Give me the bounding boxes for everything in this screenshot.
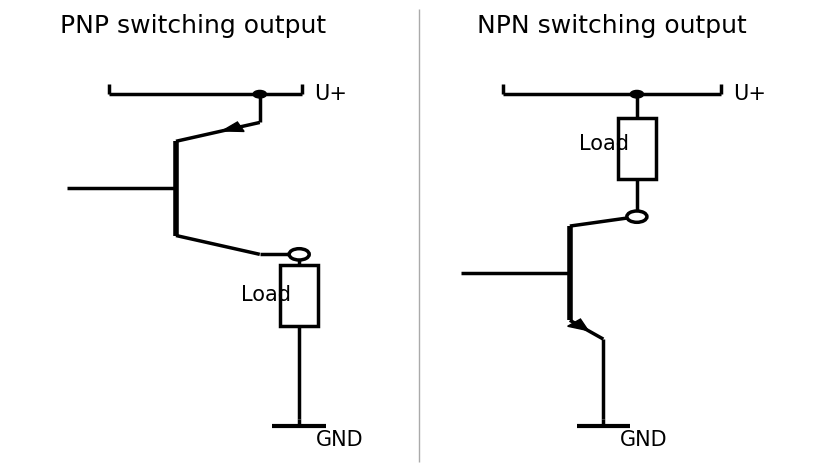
Text: Load: Load <box>241 285 291 305</box>
Text: Load: Load <box>578 134 628 154</box>
Circle shape <box>630 90 644 98</box>
Circle shape <box>627 211 647 222</box>
Text: U+: U+ <box>314 84 347 104</box>
Text: NPN switching output: NPN switching output <box>477 14 747 38</box>
Text: U+: U+ <box>733 84 766 104</box>
Polygon shape <box>222 122 244 131</box>
Text: GND: GND <box>620 430 668 450</box>
Polygon shape <box>567 319 588 331</box>
Text: GND: GND <box>316 430 364 450</box>
Text: PNP switching output: PNP switching output <box>59 14 326 38</box>
Bar <box>280 265 318 326</box>
Circle shape <box>253 90 266 98</box>
Bar <box>618 118 656 179</box>
Circle shape <box>289 249 309 260</box>
